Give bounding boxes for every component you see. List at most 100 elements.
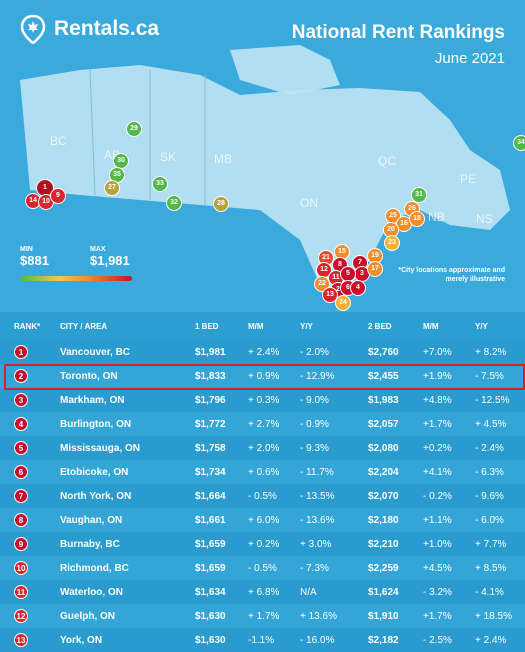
table-row[interactable]: 10 Richmond, BC $1,659 - 0.5% - 7.3% $2,259 +4…: [0, 556, 525, 580]
row-2bed-yy: - 9.6%: [475, 490, 504, 502]
row-1bed-price: $1,833: [195, 370, 226, 382]
rank-badge: 7: [14, 489, 28, 503]
rank-badge: 10: [14, 561, 28, 575]
table-row[interactable]: 9 Burnaby, BC $1,659 + 0.2% + 3.0% $2,210 +1.0…: [0, 532, 525, 556]
row-1bed-mm: + 2.0%: [248, 442, 280, 454]
legend-min-label: MIN: [20, 246, 33, 253]
row-2bed-price: $2,070: [368, 490, 399, 502]
table-row[interactable]: 8 Vaughan, ON $1,661 + 6.0% - 13.6% $2,180 +1.…: [0, 508, 525, 532]
header-1bed-yy: Y/Y: [300, 321, 313, 331]
brand-logo[interactable]: Rentals.ca: [20, 14, 159, 44]
table-row[interactable]: 1 Vancouver, BC $1,981 + 2.4% - 2.0% $2,760 +7…: [0, 340, 525, 364]
region-label-on: ON: [300, 196, 318, 210]
region-label-nb: NB: [428, 210, 445, 224]
row-1bed-yy: + 13.6%: [300, 610, 337, 622]
rank-badge: 3: [14, 393, 28, 407]
row-rank: 5: [14, 436, 28, 460]
row-2bed-yy: + 8.5%: [475, 562, 507, 574]
row-1bed-yy: - 2.0%: [300, 346, 329, 358]
row-1bed-mm: - 0.5%: [248, 490, 277, 502]
row-1bed-mm: + 0.2%: [248, 538, 280, 550]
row-city: Toronto, ON: [60, 370, 118, 382]
row-1bed-mm: + 0.6%: [248, 466, 280, 478]
map-marker: 17: [367, 261, 383, 277]
row-1bed-mm: + 0.9%: [248, 370, 280, 382]
header-rank: RANK*: [14, 321, 41, 331]
row-1bed-mm: + 2.4%: [248, 346, 280, 358]
row-1bed-yy: - 9.3%: [300, 442, 329, 454]
row-2bed-yy: + 4.5%: [475, 418, 507, 430]
maple-leaf-pin-icon: [20, 14, 46, 44]
region-label-sk: SK: [160, 150, 177, 164]
rank-badge: 8: [14, 513, 28, 527]
row-city: Richmond, BC: [60, 562, 129, 574]
row-2bed-yy: - 6.0%: [475, 514, 504, 526]
row-city: Etobicoke, ON: [60, 466, 129, 478]
row-1bed-yy: - 13.5%: [300, 490, 335, 502]
page-subtitle: June 2021: [434, 50, 505, 67]
row-2bed-mm: +1.7%: [423, 610, 452, 622]
row-1bed-price: $1,981: [195, 346, 226, 358]
row-1bed-price: $1,734: [195, 466, 226, 478]
row-2bed-price: $2,182: [368, 634, 399, 646]
row-1bed-price: $1,758: [195, 442, 226, 454]
map-marker: 18: [409, 211, 425, 227]
row-2bed-mm: +1.1%: [423, 514, 452, 526]
row-city: Mississauga, ON: [60, 442, 141, 454]
row-2bed-mm: - 0.2%: [423, 490, 452, 502]
table-row[interactable]: 2 Toronto, ON $1,833 + 0.9% - 12.9% $2,455 +1.…: [0, 364, 525, 388]
row-city: Guelph, ON: [60, 610, 115, 622]
map-marker: 31: [411, 187, 427, 203]
row-2bed-yy: - 7.5%: [475, 370, 504, 382]
table-row[interactable]: 12 Guelph, ON $1,630 + 1.7% + 13.6% $1,910 +1.…: [0, 604, 525, 628]
page-title: National Rent Rankings: [291, 22, 505, 43]
row-2bed-mm: +1.0%: [423, 538, 452, 550]
row-1bed-yy: - 11.7%: [300, 466, 334, 478]
row-city: Waterloo, ON: [60, 586, 123, 598]
row-2bed-price: $1,983: [368, 394, 399, 406]
map-marker: 23: [384, 235, 400, 251]
row-1bed-mm: -1.1%: [248, 634, 275, 646]
map-marker: 33: [152, 176, 168, 192]
rankings-table: 1 Vancouver, BC $1,981 + 2.4% - 2.0% $2,760 +7…: [0, 340, 525, 652]
row-1bed-yy: - 12.9%: [300, 370, 335, 382]
table-row[interactable]: 3 Markham, ON $1,796 + 0.3% - 9.0% $1,983 +4.8…: [0, 388, 525, 412]
map-marker: 28: [213, 196, 229, 212]
table-row[interactable]: 5 Mississauga, ON $1,758 + 2.0% - 9.3% $2,080…: [0, 436, 525, 460]
row-1bed-price: $1,664: [195, 490, 226, 502]
rank-badge: 2: [14, 369, 28, 383]
row-city: North York, ON: [60, 490, 132, 502]
row-city: Burlington, ON: [60, 418, 132, 430]
map-marker: 20: [383, 222, 399, 238]
row-2bed-price: $2,210: [368, 538, 399, 550]
row-2bed-price: $2,204: [368, 466, 399, 478]
row-rank: 2: [14, 364, 28, 388]
row-2bed-yy: + 8.2%: [475, 346, 507, 358]
row-2bed-mm: +4.8%: [423, 394, 452, 406]
row-1bed-mm: + 1.7%: [248, 610, 280, 622]
row-2bed-mm: +4.5%: [423, 562, 452, 574]
table-row[interactable]: 7 North York, ON $1,664 - 0.5% - 13.5% $2,070…: [0, 484, 525, 508]
map-header: Rentals.ca National Rent Rankings June 2…: [0, 0, 525, 312]
row-rank: 6: [14, 460, 28, 484]
disclaimer-note: *City locations approximate and merely i…: [398, 267, 505, 283]
map-marker: 32: [166, 195, 182, 211]
row-rank: 10: [14, 556, 28, 580]
row-city: Vaughan, ON: [60, 514, 123, 526]
rank-badge: 11: [14, 585, 28, 599]
row-1bed-yy: - 13.6%: [300, 514, 335, 526]
row-2bed-mm: - 2.5%: [423, 634, 452, 646]
map-marker: 29: [126, 121, 142, 137]
row-2bed-price: $1,910: [368, 610, 399, 622]
table-row[interactable]: 4 Burlington, ON $1,772 + 2.7% - 0.9% $2,057 +…: [0, 412, 525, 436]
table-row[interactable]: 6 Etobicoke, ON $1,734 + 0.6% - 11.7% $2,204 +…: [0, 460, 525, 484]
row-1bed-price: $1,630: [195, 610, 226, 622]
header-city: CITY / AREA: [60, 321, 108, 331]
legend-max-value: $1,981: [90, 253, 130, 268]
row-rank: 7: [14, 484, 28, 508]
row-2bed-price: $2,259: [368, 562, 399, 574]
table-row[interactable]: 11 Waterloo, ON $1,634 + 6.8% N/A $1,624 - 3.2…: [0, 580, 525, 604]
row-1bed-yy: + 3.0%: [300, 538, 332, 550]
row-2bed-mm: +4.1%: [423, 466, 452, 478]
table-row[interactable]: 13 York, ON $1,630 -1.1% - 16.0% $2,182 - 2.5%…: [0, 628, 525, 652]
